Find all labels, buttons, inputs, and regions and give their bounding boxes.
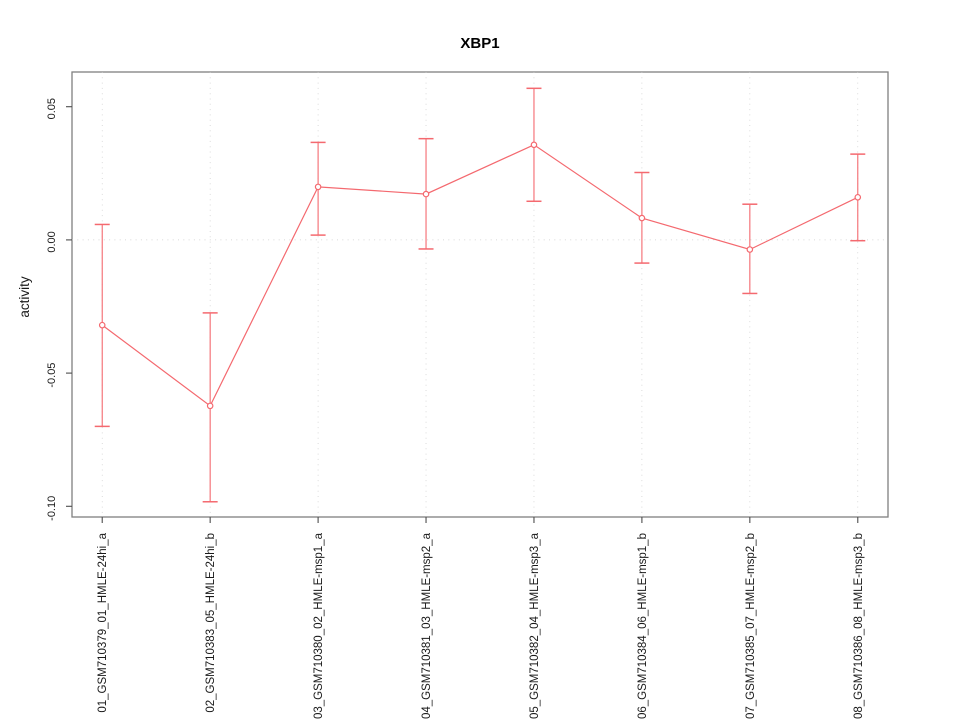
- svg-text:-0.10: -0.10: [46, 496, 58, 521]
- svg-text:06_GSM710384_06_HMLE-msp1_b: 06_GSM710384_06_HMLE-msp1_b: [637, 533, 649, 719]
- svg-text:02_GSM710383_05_HMLE-24hi_b: 02_GSM710383_05_HMLE-24hi_b: [205, 533, 217, 713]
- svg-text:0.00: 0.00: [46, 231, 58, 252]
- svg-text:03_GSM710380_02_HMLE-msp1_a: 03_GSM710380_02_HMLE-msp1_a: [313, 532, 325, 719]
- svg-text:-0.05: -0.05: [46, 363, 58, 388]
- svg-text:08_GSM710386_08_HMLE-msp3_b: 08_GSM710386_08_HMLE-msp3_b: [853, 533, 865, 719]
- svg-text:activity: activity: [17, 276, 32, 318]
- svg-text:0.05: 0.05: [46, 98, 58, 119]
- svg-text:01_GSM710379_01_HMLE-24hi_a: 01_GSM710379_01_HMLE-24hi_a: [97, 532, 109, 712]
- svg-text:04_GSM710381_03_HMLE-msp2_a: 04_GSM710381_03_HMLE-msp2_a: [421, 532, 433, 719]
- svg-text:XBP1: XBP1: [460, 35, 499, 52]
- svg-text:07_GSM710385_07_HMLE-msp2_b: 07_GSM710385_07_HMLE-msp2_b: [745, 533, 757, 719]
- svg-text:05_GSM710382_04_HMLE-msp3_a: 05_GSM710382_04_HMLE-msp3_a: [529, 532, 541, 719]
